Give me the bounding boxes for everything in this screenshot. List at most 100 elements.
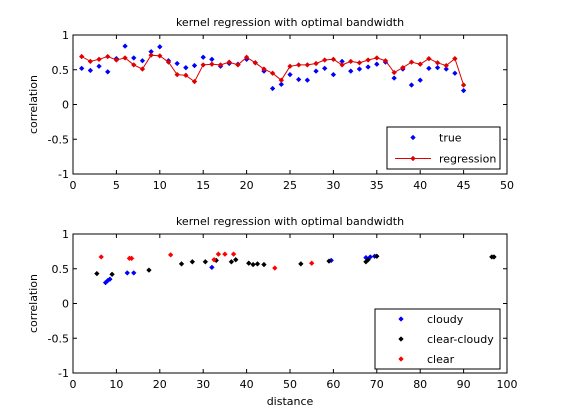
x-tick-label: 60 — [326, 378, 340, 391]
y-tick-label: 0 — [62, 298, 69, 311]
x-tick-label: 45 — [457, 179, 471, 192]
bottom-chart-panel: 0 10 20 30 40 50 60 70 80 90 100 -1 -0.5 0 0.5 1 kernel … — [27, 215, 518, 408]
data-point-regression — [217, 62, 224, 68]
top-chart-panel: 0 5 10 15 20 25 30 35 40 45 50 -1 -0.5 0 0.5 1 kernel re… — [27, 16, 514, 192]
data-point-regression — [243, 54, 250, 60]
data-point-regression — [382, 57, 389, 64]
data-point-true — [426, 65, 432, 72]
data-point-regression — [408, 59, 415, 65]
data-point-clear-cloudy — [94, 270, 100, 277]
data-point-clear — [128, 255, 135, 262]
data-point-true — [434, 64, 441, 71]
data-point-regression — [400, 64, 406, 71]
legend-marker-clear — [398, 356, 404, 362]
y-tick-label: -0.5 — [48, 332, 69, 345]
x-tick-label: 40 — [413, 179, 427, 192]
y-axis-label: correlation — [27, 75, 40, 134]
data-point-clear-cloudy — [202, 259, 209, 265]
legend: cloudy clear-cloudy clear — [374, 308, 501, 370]
data-point-regression — [131, 62, 137, 68]
data-point-clear-cloudy — [246, 260, 252, 266]
data-point-true — [460, 87, 467, 94]
x-tick-label: 35 — [370, 179, 384, 192]
data-point-clear-cloudy — [365, 256, 371, 263]
legend-marker-regression — [410, 155, 416, 162]
data-point-regression — [226, 59, 232, 65]
data-point-true — [278, 81, 285, 88]
data-point-clear-cloudy — [250, 261, 256, 268]
data-point-regression — [391, 69, 397, 76]
data-point-clear-cloudy — [254, 261, 261, 267]
data-point-true — [321, 65, 328, 72]
legend-label-true: true — [439, 132, 462, 145]
data-point-clear-cloudy — [228, 259, 235, 265]
data-point-regression — [200, 62, 206, 68]
data-point-regression — [261, 66, 267, 72]
data-point-regression — [235, 62, 241, 68]
series-regression — [78, 52, 467, 88]
legend-label-regression: regression — [439, 153, 496, 166]
data-point-regression — [87, 58, 94, 65]
data-point-regression — [452, 55, 458, 62]
data-point-clear-cloudy — [326, 258, 332, 264]
x-tick-label: 50 — [283, 378, 297, 391]
data-point-cloudy — [131, 270, 137, 276]
x-tick-label: 30 — [196, 378, 210, 391]
data-point-regression — [348, 58, 354, 65]
y-tick-label: 0.5 — [52, 263, 70, 276]
data-point-regression — [304, 62, 311, 68]
data-point-true — [391, 75, 397, 81]
data-point-true — [443, 66, 449, 72]
data-point-regression — [269, 70, 276, 76]
data-point-true — [356, 66, 363, 72]
data-point-regression — [78, 53, 85, 60]
data-point-cloudy — [107, 276, 113, 282]
y-tick-label: -1 — [58, 168, 69, 181]
y-axis-label: correlation — [27, 274, 40, 333]
data-point-cloudy — [124, 270, 131, 276]
data-point-true — [304, 77, 311, 83]
data-point-true — [269, 85, 276, 92]
legend-box — [386, 126, 501, 170]
x-tick-label: 70 — [370, 378, 384, 391]
x-tick-label: 90 — [457, 378, 471, 391]
legend-marker-cloudy — [398, 316, 404, 322]
x-tick-label: 10 — [153, 179, 167, 192]
data-point-clear-cloudy — [491, 254, 497, 260]
data-point-clear — [230, 251, 237, 257]
y-tick-label: 1 — [62, 228, 69, 241]
data-point-clear — [222, 251, 228, 257]
legend-marker-true — [410, 134, 416, 141]
data-point-regression — [417, 61, 423, 67]
chart-title: kernel regression with optimal bandwidth — [176, 16, 404, 29]
data-point-regression — [426, 55, 432, 62]
data-point-regression — [330, 56, 337, 63]
legend-marker-clear-cloudy — [398, 336, 404, 342]
y-tick-label: 1 — [62, 29, 69, 42]
data-point-true — [417, 77, 423, 83]
data-point-regression — [434, 60, 441, 66]
data-point-regression — [365, 57, 371, 63]
x-tick-label: 25 — [283, 179, 297, 192]
legend-label-clear: clear — [427, 353, 455, 366]
x-tick-label: 40 — [240, 378, 254, 391]
x-tick-label: 5 — [113, 179, 120, 192]
data-point-true — [96, 63, 102, 70]
data-point-true — [452, 70, 458, 76]
data-point-true — [287, 71, 293, 78]
x-tick-label: 30 — [326, 179, 340, 192]
data-point-true — [374, 61, 380, 67]
data-point-true — [408, 82, 415, 88]
data-point-regression — [113, 57, 120, 63]
data-point-regression — [460, 82, 467, 88]
data-point-regression — [157, 53, 163, 59]
data-point-true — [131, 55, 137, 61]
data-point-regression — [122, 55, 128, 61]
data-point-regression — [96, 56, 102, 63]
x-tick-label: 50 — [500, 179, 514, 192]
data-point-clear-cloudy — [178, 261, 185, 267]
data-point-true — [200, 54, 206, 60]
x-tick-label: 20 — [240, 179, 254, 192]
x-tick-label: 10 — [109, 378, 123, 391]
